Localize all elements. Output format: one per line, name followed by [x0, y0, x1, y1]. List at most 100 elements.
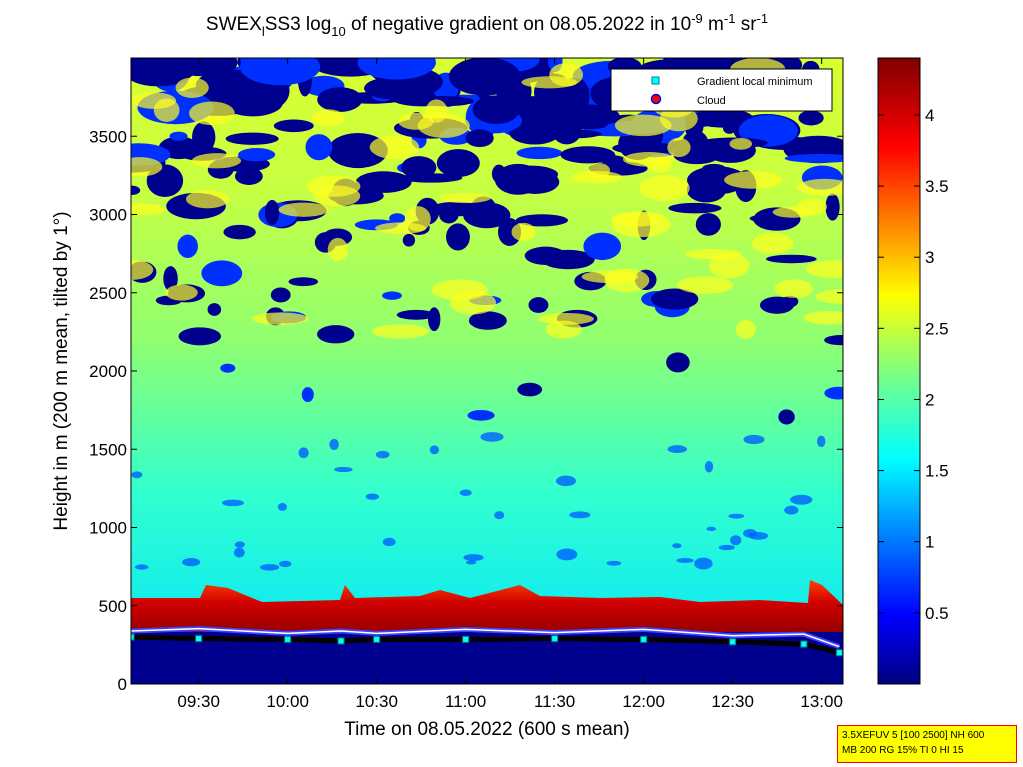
heatmap-patch — [429, 445, 440, 455]
heatmap-patch — [804, 310, 843, 325]
heatmap-patch — [311, 109, 345, 127]
heatmap-patch — [639, 175, 690, 202]
heatmap-patch — [806, 260, 843, 278]
y-axis-label: Height in m (200 m mean, tilted by 1°) — [51, 211, 72, 530]
heatmap-patch — [569, 511, 591, 519]
heatmap-patch — [694, 557, 713, 570]
heatmap-patch — [306, 175, 361, 197]
title-sup3: -1 — [757, 11, 769, 26]
heatmap-patch — [701, 163, 726, 174]
legend-label-gradient-minimum: Gradient local minimum — [697, 76, 813, 88]
heatmap-patch — [622, 152, 676, 167]
heatmap-patch — [784, 505, 799, 515]
gradient-minimum-marker — [131, 633, 135, 641]
heatmap-patch — [561, 146, 606, 163]
heatmap-patch — [517, 382, 543, 397]
heatmap-patch — [191, 153, 242, 169]
heatmap-patch — [357, 58, 436, 80]
title-unit2: sr — [735, 14, 757, 35]
heatmap-patch — [549, 63, 584, 87]
heatmap-patch — [182, 558, 201, 567]
heatmap-patch — [134, 564, 149, 570]
heatmap-patch — [365, 493, 380, 500]
y-axis: 0 500 1000 1500 2000 2500 3000 3500 — [89, 127, 843, 694]
x-tick-label: 11:30 — [534, 692, 575, 711]
heatmap-patch — [131, 203, 166, 216]
heatmap-patch — [815, 289, 843, 304]
heatmap-patch — [259, 564, 280, 571]
heatmap-patch — [686, 177, 727, 203]
title-sup1: -9 — [691, 11, 703, 26]
heatmap-patch — [588, 163, 611, 179]
heatmap-patch — [748, 532, 769, 540]
y-tick-label: 0 — [118, 675, 127, 694]
colorbar-tick-label: 2.5 — [925, 319, 949, 338]
heatmap-patch — [401, 156, 437, 179]
x-tick-label: 09:30 — [177, 692, 220, 711]
colorbar-tick-label: 1 — [925, 533, 934, 552]
heatmap-patch — [372, 324, 429, 339]
x-axis-label: Time on 08.05.2022 (600 s mean) — [344, 719, 630, 740]
y-tick-label: 1500 — [89, 440, 127, 459]
info-line-1: 3.5XEFUV 5 [100 2500] NH 600 — [842, 730, 985, 741]
gradient-minimum-marker — [640, 635, 648, 643]
cyan-square-marker-icon — [651, 76, 660, 85]
heatmap-patch — [153, 98, 180, 122]
heatmap-patch — [273, 119, 314, 133]
plot-area — [131, 58, 843, 684]
heatmap-patch — [480, 432, 504, 442]
heatmap-patch — [695, 213, 721, 236]
legend-label-cloud: Cloud — [697, 95, 726, 107]
heatmap-patch — [463, 554, 484, 561]
heatmap-patch — [298, 447, 309, 459]
heatmap-patch — [704, 460, 714, 473]
y-tick-label: 500 — [99, 597, 127, 616]
colorbar-tick-label: 4 — [925, 106, 934, 125]
legend: Gradient local minimum Cloud — [610, 68, 833, 112]
heatmap-patch — [735, 320, 756, 339]
heatmap-patch — [676, 558, 694, 563]
heatmap-patch — [610, 211, 662, 227]
heatmap-patch — [234, 541, 245, 548]
heatmap-patch — [677, 276, 734, 294]
heatmap-patch — [528, 297, 549, 313]
heatmap-patch — [706, 526, 716, 532]
y-tick-label: 2000 — [89, 362, 127, 381]
heatmap-patch — [784, 153, 843, 163]
heatmap-patch — [131, 259, 154, 280]
heatmap-patch — [468, 311, 507, 330]
heatmap-patch — [729, 137, 753, 150]
heatmap-patch — [466, 560, 477, 565]
heatmap-patch — [177, 234, 198, 258]
heatmap-patch — [382, 537, 396, 547]
heatmap-patch — [428, 307, 441, 332]
heatmap-patch — [225, 132, 279, 145]
heatmap-patch — [651, 288, 699, 310]
heatmap-patch — [537, 129, 602, 139]
y-tick-label: 1000 — [89, 519, 127, 538]
heatmap-patch — [252, 312, 309, 325]
heatmap-patch — [165, 284, 198, 301]
heatmap-patch — [207, 303, 222, 316]
heatmap-patch — [369, 135, 420, 159]
heatmap-patch — [439, 206, 459, 224]
legend-item-cloud: Cloud — [650, 93, 726, 107]
chart-title: SWEXlSS3 log10 of negative gradient on 0… — [206, 11, 768, 39]
heatmap-patch — [240, 58, 295, 70]
heatmap-patch — [402, 233, 416, 247]
heatmap-patch — [221, 499, 244, 507]
heatmap-patch — [264, 199, 280, 225]
heatmap-patch — [189, 101, 235, 126]
heatmap-patch — [131, 471, 143, 479]
heatmap-patch — [185, 190, 230, 209]
title-main: of negative gradient on 08.05.2022 in 10 — [346, 14, 691, 35]
heatmap-patch — [225, 81, 258, 101]
heatmap-patch — [751, 232, 794, 255]
y-tick-label: 2500 — [89, 284, 127, 303]
title-unit1: m — [703, 14, 724, 35]
heatmap-patch — [223, 224, 256, 240]
title-mid: SS3 log — [265, 14, 332, 35]
gradient-minimum-marker — [835, 649, 843, 657]
heatmap-patch — [825, 193, 840, 221]
heatmap-patch — [270, 287, 291, 303]
